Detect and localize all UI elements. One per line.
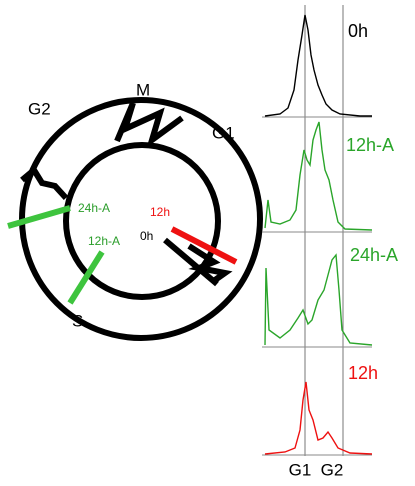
marker-label: 12h (150, 205, 170, 219)
axis-label: G2 (321, 460, 344, 479)
panel-label: 12h-A (346, 135, 394, 155)
phase-label: G2 (28, 99, 51, 118)
figure: G2 M G1 S 24h-A 12h-A 12h 0h 0h 12h-A 24… (0, 0, 415, 486)
panel-label: 12h (348, 363, 378, 383)
phase-label: S (72, 311, 83, 330)
histogram (265, 255, 372, 345)
marker-label: 0h (140, 229, 153, 243)
marker-label: 12h-A (88, 234, 120, 248)
panel-axes (262, 117, 372, 455)
histograms: 0h 12h-A 24h-A 12h G1 G2 (262, 5, 398, 479)
panel-label: 0h (348, 21, 368, 41)
phase-label: G1 (212, 123, 235, 142)
marker-label: 24h-A (78, 201, 110, 215)
axis-label: G1 (289, 460, 312, 479)
histogram (265, 382, 372, 454)
m-boundary (117, 103, 182, 141)
phase-label: M (136, 80, 150, 99)
panel-label: 24h-A (350, 245, 398, 265)
marker-24h-a (8, 208, 70, 226)
